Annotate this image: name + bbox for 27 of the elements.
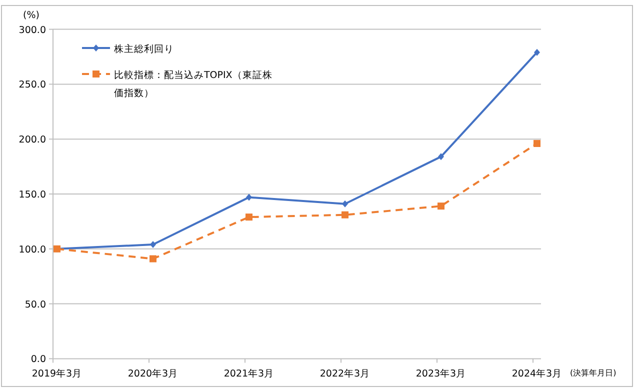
x-tick-label: 2021年3月 <box>224 368 274 380</box>
y-axis-title: (%) <box>23 10 40 21</box>
point <box>246 194 252 201</box>
x-tick-label: 2024年3月 <box>512 368 562 380</box>
point <box>246 214 252 221</box>
y-tick-label: 100.0 <box>18 244 46 256</box>
legend-label: 比較指標：配当込みTOPIX（東証株価指数） <box>114 69 272 99</box>
point <box>150 255 156 262</box>
point <box>342 200 348 208</box>
x-axis-title: (決算年月日) <box>570 368 616 378</box>
point <box>438 153 444 160</box>
x-tick-label: 2019年3月 <box>32 368 82 380</box>
x-tick-label: 2022年3月 <box>320 368 370 380</box>
y-tick-label: 200.0 <box>18 134 46 146</box>
point <box>534 140 540 147</box>
y-tick-label: 50.0 <box>24 299 46 310</box>
point <box>150 241 156 248</box>
legend-label: 株主総利回り <box>113 43 174 55</box>
x-tick-label: 2020年3月 <box>128 368 178 380</box>
y-tick-label: 150.0 <box>18 190 46 200</box>
point <box>342 211 348 218</box>
y-tick-label: 250.0 <box>18 80 46 91</box>
y-tick-label: 0.0 <box>30 354 46 366</box>
y-tick-label: 300.0 <box>18 24 46 36</box>
point <box>438 202 444 210</box>
point <box>534 48 540 56</box>
x-tick-label: 2023年3月 <box>416 368 466 380</box>
